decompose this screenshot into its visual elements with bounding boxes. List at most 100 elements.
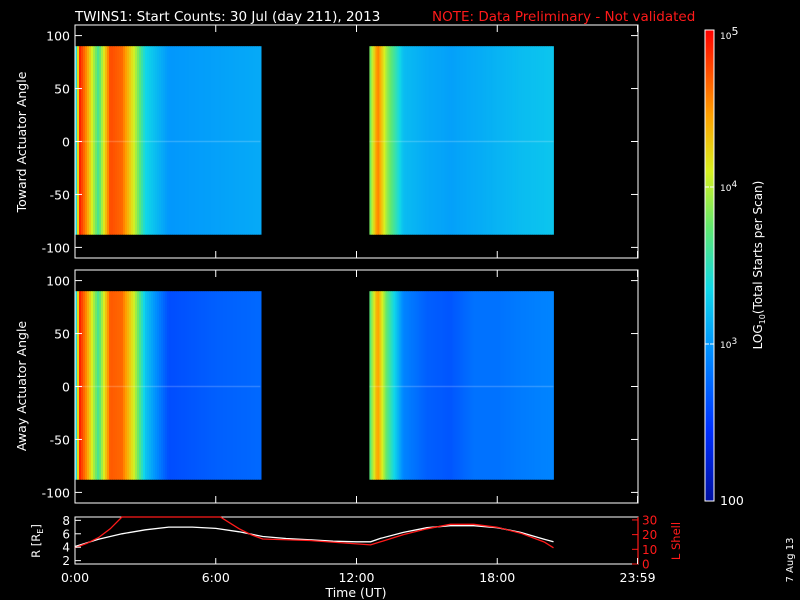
away-heatmap-column <box>203 291 206 480</box>
away-heatmap-column <box>391 291 394 480</box>
away-heatmap-column <box>447 291 450 480</box>
away-ytick-label: -100 <box>42 485 70 500</box>
toward-heatmap-column <box>157 46 160 235</box>
away-heatmap-column <box>159 291 162 480</box>
toward-heatmap-column <box>117 46 120 235</box>
toward-heatmap-column <box>221 46 224 235</box>
toward-heatmap-column <box>211 46 214 235</box>
toward-heatmap-column <box>439 46 442 235</box>
away-heatmap-column <box>187 291 190 480</box>
away-heatmap-column <box>125 291 128 480</box>
away-heatmap-column <box>103 291 106 480</box>
toward-heatmap-column <box>373 46 376 235</box>
away-heatmap-column <box>517 291 520 480</box>
away-heatmap-column <box>495 291 498 480</box>
colorbar-frame <box>704 29 715 502</box>
away-heatmap-column <box>539 291 542 480</box>
colorbar-label-prefix: LOG <box>751 324 765 349</box>
away-heatmap-column <box>381 291 384 480</box>
away-heatmap-column <box>233 291 236 480</box>
toward-heatmap-column <box>145 46 148 235</box>
toward-heatmap-column <box>91 46 94 235</box>
toward-heatmap-column <box>401 46 404 235</box>
away-heatmap-column <box>205 291 208 480</box>
away-y-axis: 100 50 0 -50 -100 <box>42 274 638 500</box>
toward-heatmap-column <box>527 46 530 235</box>
away-heatmap-column <box>141 291 144 480</box>
toward-heatmap-column <box>229 46 232 235</box>
toward-heatmap-column <box>387 46 390 235</box>
toward-heatmap-column <box>131 46 134 235</box>
away-heatmap-column <box>95 291 98 480</box>
away-heatmap-column <box>533 291 536 480</box>
orbit-left-tick-label: 6 <box>62 527 70 541</box>
toward-heatmap-column <box>505 46 508 235</box>
away-heatmap-column <box>379 291 382 480</box>
away-heatmap-column <box>113 291 116 480</box>
toward-heatmap-column <box>239 46 242 235</box>
away-heatmap-column <box>221 291 224 480</box>
away-heatmap-column <box>507 291 510 480</box>
away-heatmap-column <box>89 291 92 480</box>
away-heatmap-column <box>445 291 448 480</box>
away-heatmap-column <box>153 291 156 480</box>
toward-heatmap-column <box>415 46 418 235</box>
toward-heatmap-column <box>79 46 82 235</box>
away-heatmap-column <box>399 291 402 480</box>
toward-heatmap-column <box>141 46 144 235</box>
toward-heatmap-column <box>215 46 218 235</box>
away-heatmap-column <box>139 291 142 480</box>
away-heatmap-column <box>411 291 414 480</box>
toward-heatmap-column <box>177 46 180 235</box>
toward-heatmap-column <box>135 46 138 235</box>
away-heatmap-column <box>385 291 388 480</box>
away-heatmap-column <box>123 291 126 480</box>
orbit-x-tick-label: 23:59 <box>620 570 656 585</box>
toward-heatmap-column <box>231 46 234 235</box>
away-heatmap-column <box>93 291 96 480</box>
away-heatmap-column <box>413 291 416 480</box>
away-heatmap-column <box>229 291 232 480</box>
date-stamp: 7 Aug 13 <box>785 538 796 583</box>
toward-heatmap-column <box>153 46 156 235</box>
toward-heatmap-column <box>119 46 122 235</box>
away-heatmap-column <box>129 291 132 480</box>
away-heatmap-column <box>455 291 458 480</box>
toward-heatmap-column <box>425 46 428 235</box>
away-heatmap-column <box>245 291 248 480</box>
away-heatmap-column <box>409 291 412 480</box>
toward-heatmap-column <box>459 46 462 235</box>
toward-heatmap-column <box>97 46 100 235</box>
toward-heatmap-column <box>499 46 502 235</box>
toward-heatmap-column <box>549 46 552 235</box>
toward-heatmap-column <box>173 46 176 235</box>
away-heatmap-column <box>545 291 548 480</box>
toward-heatmap-column <box>219 46 222 235</box>
toward-heatmap-column <box>497 46 500 235</box>
away-heatmap-column <box>135 291 138 480</box>
toward-heatmap-column <box>167 46 170 235</box>
away-heatmap-column <box>465 291 468 480</box>
away-heatmap-column <box>389 291 392 480</box>
away-ytick-label: 0 <box>62 380 70 395</box>
toward-heatmap-column <box>403 46 406 235</box>
toward-heatmap-column <box>507 46 510 235</box>
away-ytick-label: -50 <box>50 432 70 447</box>
away-heatmap-column <box>467 291 470 480</box>
away-heatmap-column <box>197 291 200 480</box>
away-heatmap-column <box>427 291 430 480</box>
toward-heatmap-column <box>85 46 88 235</box>
orbit-left-label-text: R [R <box>29 534 43 558</box>
toward-heatmap-column <box>377 46 380 235</box>
away-heatmap-column <box>77 291 80 480</box>
toward-heatmap-column <box>427 46 430 235</box>
toward-heatmap-column <box>389 46 392 235</box>
toward-heatmap-column <box>407 46 410 235</box>
away-heatmap-column <box>401 291 404 480</box>
away-heatmap-column <box>151 291 154 480</box>
toward-heatmap-column <box>513 46 516 235</box>
colorbar-ticks: 100 103 104 105 <box>705 25 744 508</box>
toward-heatmap-column <box>489 46 492 235</box>
away-heatmap-column <box>193 291 196 480</box>
toward-heatmap-column <box>405 46 408 235</box>
